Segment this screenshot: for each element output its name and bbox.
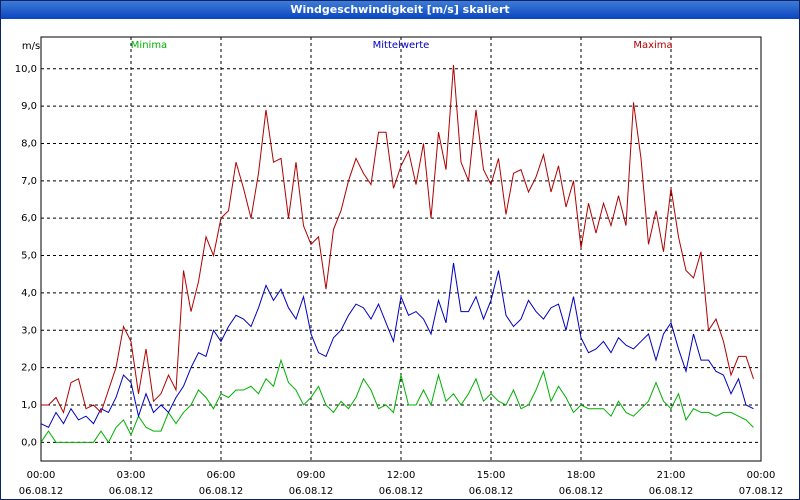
series-line bbox=[40, 358, 754, 444]
x-tick-label: 12:00 06.08.12 bbox=[379, 470, 424, 497]
y-tick-label: 3,0 bbox=[21, 325, 37, 336]
y-tick-label: 9,0 bbox=[21, 101, 37, 112]
x-tick-label: 15:00 06.08.12 bbox=[469, 470, 514, 497]
x-tick-label: 03:00 06.08.12 bbox=[109, 470, 154, 497]
window-title: Windgeschwindigkeit [m/s] skaliert bbox=[1, 1, 799, 19]
chart: m/s 0,0 1,0 2,0 3,0 4,0 5,0 6,0 7,0 8,0 9,0 10,0 00… bbox=[15, 36, 784, 497]
legend-label: Minima bbox=[131, 40, 167, 51]
x-tick-label: 21:00 06.08.12 bbox=[649, 470, 694, 497]
series-line bbox=[40, 262, 754, 429]
y-tick-label: 8,0 bbox=[21, 138, 37, 149]
y-tick-label: 10,0 bbox=[15, 64, 37, 75]
y-tick-label: 6,0 bbox=[21, 213, 37, 224]
legend-label: Mittelwerte bbox=[373, 40, 430, 51]
legend-label: Maxima bbox=[633, 40, 672, 51]
x-tick-label: 00:00 07.08.12 bbox=[739, 470, 784, 497]
y-axis-unit: m/s bbox=[22, 41, 40, 52]
y-tick-label: 4,0 bbox=[21, 288, 37, 299]
y-tick-label: 2,0 bbox=[21, 363, 37, 374]
y-tick-label: 7,0 bbox=[21, 176, 37, 187]
y-tick-label: 1,0 bbox=[21, 400, 37, 411]
x-tick-label: 00:00 06.08.12 bbox=[19, 470, 64, 497]
series-line bbox=[41, 64, 754, 414]
x-tick-label: 18:00 06.08.12 bbox=[559, 470, 604, 497]
x-tick-label: 09:00 06.08.12 bbox=[289, 470, 334, 497]
y-tick-label: 0,0 bbox=[21, 437, 37, 448]
y-tick-label: 5,0 bbox=[21, 251, 37, 262]
x-tick-label: 06:00 06.08.12 bbox=[199, 470, 244, 497]
